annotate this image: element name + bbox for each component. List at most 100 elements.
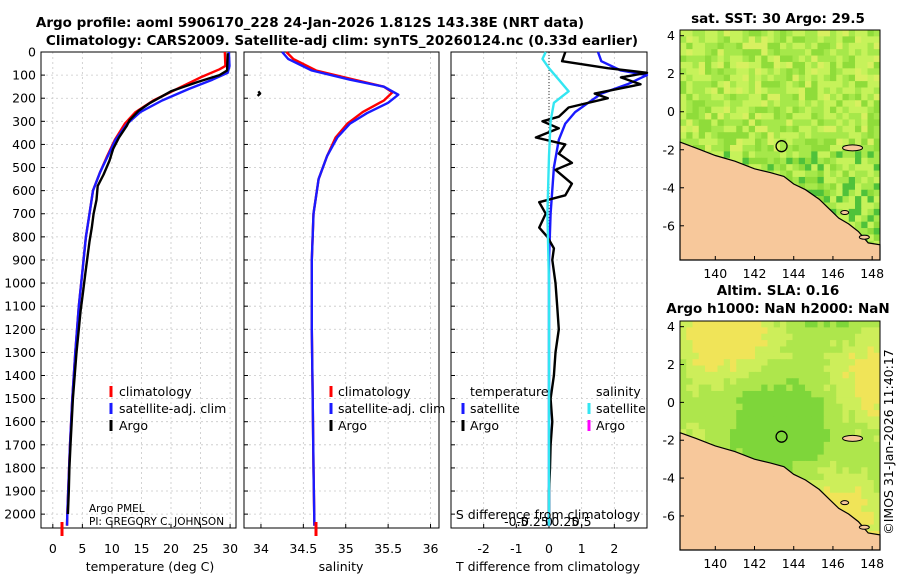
- map-cell: [823, 321, 831, 328]
- map-cell: [786, 410, 793, 417]
- map-cell: [730, 359, 737, 367]
- map-cell: [761, 164, 768, 172]
- map-cell: [873, 106, 881, 114]
- x-tick-label: 1: [578, 541, 586, 556]
- map-cell: [680, 61, 687, 69]
- map-cell: [761, 359, 768, 367]
- map-cell: [811, 55, 818, 63]
- map-cell: [873, 100, 881, 108]
- map-cell: [730, 441, 737, 449]
- map-cell: [723, 321, 731, 328]
- x2-tick-label: -0.5: [504, 514, 528, 529]
- map-cell: [711, 429, 718, 436]
- map-cell: [717, 55, 725, 63]
- x-tick-label: 0: [545, 541, 553, 556]
- map-cell: [755, 68, 762, 76]
- map-cell: [842, 164, 850, 172]
- map-cell: [823, 176, 831, 184]
- map-cell: [873, 397, 881, 405]
- sla-map-title-1: Altim. SLA: 0.16: [717, 283, 839, 299]
- map-cell: [867, 378, 875, 386]
- map-cell: [855, 42, 862, 50]
- map-cell: [742, 321, 750, 328]
- map-cell: [767, 132, 775, 140]
- map-cell: [848, 196, 856, 203]
- map-cell: [873, 119, 881, 127]
- map-cell: [736, 132, 743, 140]
- map-cell: [692, 113, 700, 120]
- map-cell: [811, 365, 818, 373]
- map-cell: [817, 87, 825, 95]
- map-cell: [842, 467, 850, 475]
- map-cell: [830, 87, 837, 95]
- map-cell: [773, 113, 781, 120]
- map-cell: [792, 422, 800, 430]
- map-cell: [786, 359, 793, 367]
- map-cell: [855, 100, 862, 108]
- map-cell: [823, 467, 831, 475]
- map-cell: [705, 113, 712, 120]
- map-cell: [861, 157, 868, 165]
- map-cell: [786, 74, 793, 82]
- map-cell: [848, 81, 856, 88]
- map-cell: [717, 416, 725, 424]
- map-cell: [798, 365, 806, 373]
- map-cell: [873, 403, 881, 411]
- map-cell: [830, 68, 837, 76]
- map-cell: [773, 55, 781, 63]
- map-cell: [705, 346, 712, 354]
- map-cell: [867, 49, 875, 57]
- map-cell: [705, 49, 712, 57]
- lat-tick-label: 0: [667, 395, 675, 410]
- map-cell: [705, 416, 712, 424]
- map-cell: [680, 422, 687, 430]
- x-tick-label: 0: [49, 541, 57, 556]
- map-cell: [811, 410, 818, 417]
- map-cell: [736, 106, 743, 114]
- map-cell: [798, 93, 806, 101]
- map-cell: [780, 106, 787, 114]
- map-cell: [773, 106, 781, 114]
- map-cell: [805, 384, 812, 392]
- map-cell: [773, 403, 781, 411]
- map-cell: [811, 454, 818, 462]
- map-cell: [761, 397, 768, 405]
- map-cell: [805, 390, 812, 398]
- map-cell: [848, 100, 856, 108]
- map-cell: [680, 371, 687, 379]
- map-cell: [723, 49, 731, 57]
- map-cell: [855, 327, 862, 335]
- map-cell: [873, 68, 881, 76]
- map-cell: [830, 138, 837, 146]
- map-cell: [842, 49, 850, 57]
- map-cell: [767, 441, 775, 449]
- map-cell: [867, 492, 875, 500]
- map-cell: [792, 132, 800, 140]
- map-cell: [755, 416, 762, 424]
- map-cell: [873, 371, 881, 379]
- map-cell: [842, 384, 850, 392]
- map-cell: [786, 42, 793, 50]
- map-cell: [805, 119, 812, 127]
- map-cell: [848, 473, 856, 481]
- map-cell: [855, 170, 862, 178]
- map-cell: [698, 327, 706, 335]
- map-cell: [848, 221, 856, 229]
- map-cell: [855, 429, 862, 436]
- map-cell: [842, 138, 850, 146]
- map-cell: [823, 183, 831, 191]
- map-cell: [873, 352, 881, 360]
- map-cell: [830, 346, 837, 354]
- map-cell: [830, 390, 837, 398]
- map-cell: [817, 157, 825, 165]
- map-cell: [736, 397, 743, 405]
- map-cell: [830, 196, 837, 203]
- map-cell: [811, 371, 818, 379]
- map-cell: [773, 384, 781, 392]
- map-cell: [736, 30, 743, 37]
- map-cell: [786, 36, 793, 44]
- map-cell: [855, 119, 862, 127]
- map-cell: [742, 384, 750, 392]
- map-cell: [811, 113, 818, 120]
- x-tick-label: 35.5: [374, 541, 402, 556]
